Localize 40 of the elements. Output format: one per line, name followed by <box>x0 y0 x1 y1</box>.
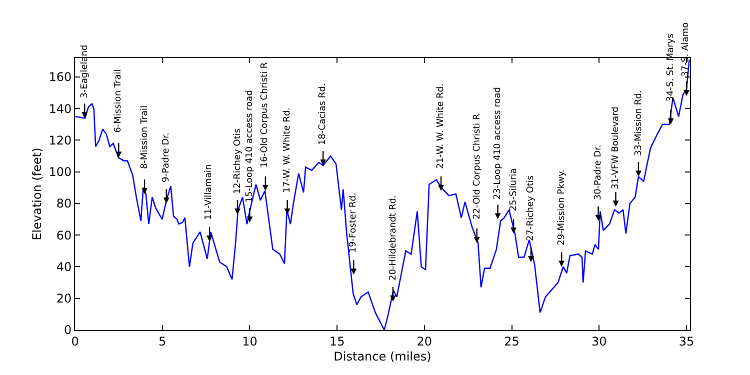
annotation: 16-Old Corpus Christi R <box>260 62 270 168</box>
y-tick-label: 120 <box>48 133 72 148</box>
y-tick-label: 140 <box>48 102 72 116</box>
y-tick-label: 40 <box>56 260 72 274</box>
annotation: 12-Richey Otis <box>232 128 243 194</box>
annotation: 6-Mission Trail <box>114 69 124 133</box>
annotation: 34-S. St. Marys <box>666 33 676 102</box>
annotation: 27-Richey Otis <box>526 175 536 242</box>
x-tick-label: 5 <box>158 334 166 348</box>
annotation: 25-Siluria <box>509 168 520 212</box>
annotation: 15-Loop 410 access road <box>244 90 255 203</box>
annotation: 11-Villamain <box>204 164 214 220</box>
annotation: 30-Padre Dr. <box>593 144 604 200</box>
y-axis-title: Elevation (feet) <box>30 148 44 240</box>
x-tick-label: 15 <box>329 334 345 348</box>
annotation: 19-Foster Rd. <box>348 192 359 253</box>
annotation: 9-Padre Dr. <box>161 132 172 182</box>
y-tick-label: 160 <box>48 70 72 84</box>
annotation: 20-Hildebrandt Rd. <box>388 195 398 281</box>
annotation: 8-Mission Trail <box>140 105 150 170</box>
annotation: 29-Mission Pkwy. <box>556 169 567 246</box>
annotation: 21-W. W. White Rd. <box>436 83 446 169</box>
y-tick-label: 80 <box>56 196 72 211</box>
annotation: 22-Old Corpus Christi R <box>472 114 482 220</box>
y-tick-label: 60 <box>56 228 72 242</box>
y-tick-label: 20 <box>56 292 72 306</box>
x-tick-label: 20 <box>416 334 432 348</box>
annotation: 3-Eagleland <box>80 44 90 98</box>
x-tick-label: 35 <box>678 334 694 348</box>
y-tick-label: 100 <box>48 165 72 180</box>
x-axis-title: Distance (miles) <box>334 349 432 364</box>
y-tick-label: 0 <box>64 323 72 338</box>
annotation: 18-Cacias Rd. <box>318 83 328 146</box>
x-tick-label: 30 <box>592 334 607 348</box>
annotation: 31-VFW Boulevard <box>611 106 622 190</box>
x-tick-label: 25 <box>504 334 520 348</box>
annotation: 23-Loop 410 access road <box>493 87 504 200</box>
x-tick-label: 10 <box>242 334 258 348</box>
annotation: 17-W. W. White Rd. <box>282 107 293 193</box>
annotation: 33-Mission Rd. <box>634 90 644 156</box>
